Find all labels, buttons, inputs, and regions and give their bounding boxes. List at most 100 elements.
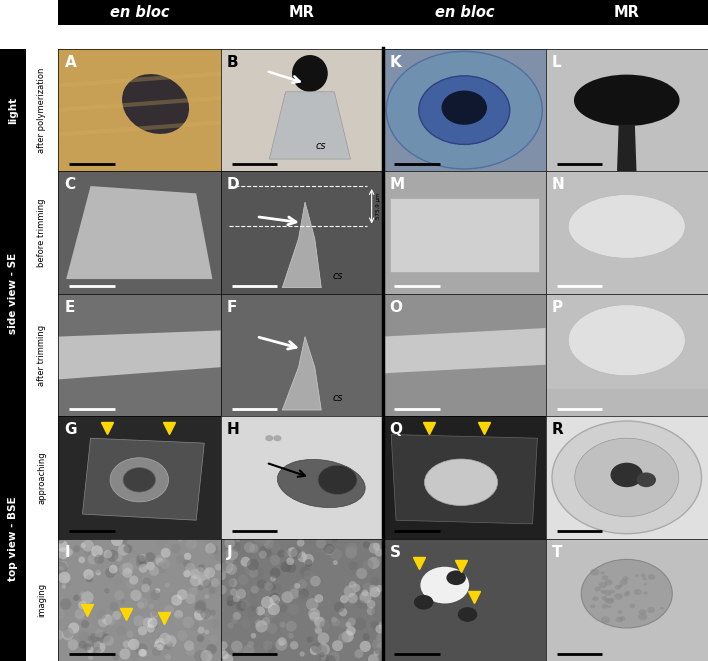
Point [214, 550, 225, 561]
Point [235, 588, 246, 599]
Ellipse shape [425, 459, 498, 506]
Point [93, 554, 105, 564]
Circle shape [638, 613, 647, 621]
Circle shape [606, 598, 614, 604]
Point [103, 635, 114, 646]
Point [277, 619, 288, 630]
Point [268, 604, 280, 615]
Point [81, 641, 93, 652]
Point [309, 611, 320, 622]
Point [154, 638, 166, 648]
Point [182, 551, 193, 562]
Point [330, 557, 341, 568]
Point [281, 623, 292, 634]
Point [76, 555, 87, 565]
Polygon shape [66, 186, 212, 279]
Point [207, 586, 218, 596]
Point [194, 609, 205, 620]
Point [122, 568, 133, 578]
Point [195, 633, 206, 644]
Text: T: T [552, 545, 563, 560]
Point [261, 616, 272, 627]
Point [348, 584, 359, 594]
Point [226, 564, 237, 574]
Text: cs: cs [332, 271, 343, 281]
Point [110, 652, 122, 661]
Point [76, 600, 88, 610]
Point [207, 544, 218, 555]
Text: O: O [389, 300, 403, 315]
Text: J: J [227, 545, 233, 560]
Point [376, 642, 387, 652]
Point [198, 575, 210, 586]
Point [124, 640, 135, 650]
Point [64, 547, 75, 557]
Point [285, 621, 297, 631]
Point [285, 563, 297, 573]
Point [213, 562, 224, 572]
Text: Q: Q [389, 422, 403, 438]
Point [56, 563, 67, 574]
Point [343, 619, 354, 630]
Circle shape [421, 566, 469, 603]
Point [149, 607, 160, 618]
Point [285, 556, 296, 566]
Point [221, 551, 232, 561]
Circle shape [641, 574, 646, 577]
Point [137, 553, 148, 563]
Point [355, 619, 366, 629]
Point [93, 563, 104, 573]
Point [312, 624, 324, 635]
Point [87, 554, 98, 564]
Circle shape [620, 579, 628, 585]
Point [215, 605, 227, 615]
Point [373, 547, 384, 558]
Point [350, 582, 362, 593]
Point [53, 558, 64, 568]
Circle shape [593, 596, 598, 601]
Point [295, 537, 307, 548]
Point [201, 650, 212, 661]
Point [342, 631, 353, 642]
Point [369, 543, 380, 553]
Circle shape [318, 465, 357, 494]
Polygon shape [391, 434, 537, 524]
Point [151, 646, 162, 657]
Circle shape [600, 616, 610, 623]
Point [276, 636, 287, 646]
Point [195, 625, 207, 635]
Point [311, 642, 322, 653]
Point [118, 545, 129, 555]
Point [220, 636, 232, 646]
Point [253, 618, 264, 629]
Point [171, 543, 182, 554]
Point [318, 633, 329, 644]
Circle shape [642, 577, 646, 580]
Point [224, 556, 235, 566]
Point [365, 605, 377, 616]
Point [137, 563, 149, 574]
Point [133, 615, 144, 626]
Point [71, 544, 82, 555]
Polygon shape [617, 125, 636, 171]
Point [205, 543, 216, 554]
Point [84, 547, 95, 557]
Point [181, 568, 193, 579]
Point [86, 633, 97, 644]
Circle shape [624, 592, 629, 597]
Point [222, 654, 234, 661]
Point [299, 546, 311, 557]
Text: after polymerization: after polymerization [38, 67, 46, 153]
Point [96, 609, 107, 620]
Circle shape [575, 438, 679, 516]
Point [156, 633, 168, 643]
Point [178, 581, 190, 592]
Point [356, 568, 367, 578]
Point [203, 610, 215, 621]
Point [74, 608, 86, 619]
Point [316, 645, 328, 656]
Point [125, 629, 136, 640]
Point [362, 582, 373, 592]
Point [303, 558, 314, 568]
Circle shape [602, 575, 608, 580]
